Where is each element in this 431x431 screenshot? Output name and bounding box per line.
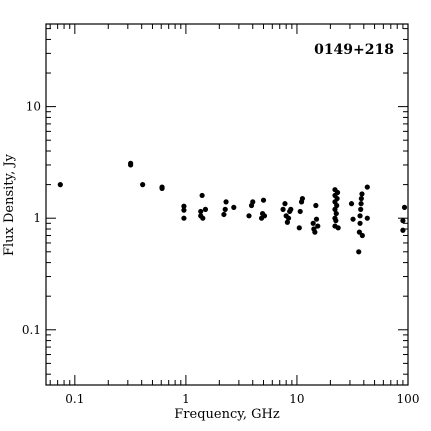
- data-point: [199, 192, 205, 199]
- data-point: [128, 160, 134, 166]
- data-point: [221, 211, 227, 218]
- data-point: [312, 229, 318, 235]
- data-point: [359, 191, 365, 197]
- x-tick-label: 1: [182, 392, 190, 406]
- data-point: [358, 195, 364, 202]
- data-point: [288, 206, 294, 212]
- x-tick-label: 100: [397, 392, 420, 406]
- data-point: [348, 201, 355, 207]
- data-point: [222, 206, 228, 212]
- chart-title: 0149+218: [314, 42, 394, 58]
- data-point: [198, 208, 204, 215]
- y-tick-label: 0.1: [22, 323, 41, 337]
- data-point: [282, 201, 288, 207]
- y-tick-label: 1: [33, 211, 41, 225]
- data-point: [401, 204, 408, 210]
- data-point: [364, 184, 370, 190]
- data-point: [400, 227, 406, 233]
- data-point: [335, 225, 341, 231]
- data-point: [140, 182, 146, 188]
- y-axis-title: Flux Density, Jy: [2, 153, 17, 256]
- data-point: [356, 229, 362, 235]
- data-point: [358, 206, 364, 212]
- data-point: [231, 204, 237, 210]
- axis-ticks: [46, 24, 409, 385]
- data-point: [332, 206, 338, 212]
- data-point: [364, 215, 370, 221]
- data-point: [299, 195, 306, 202]
- data-point: [261, 213, 268, 219]
- data-point: [334, 195, 340, 202]
- data-point: [359, 232, 365, 239]
- data-point: [356, 249, 362, 255]
- data-point: [202, 206, 209, 212]
- x-axis-title: Frequency, GHz: [174, 407, 280, 422]
- data-point: [357, 220, 363, 226]
- data-point: [357, 213, 363, 219]
- data-point: [400, 218, 406, 224]
- data-point: [313, 216, 320, 222]
- data-point: [333, 218, 339, 224]
- data-point: [310, 220, 316, 226]
- data-point: [285, 215, 292, 221]
- data-points: [57, 160, 408, 255]
- data-point: [260, 197, 267, 203]
- data-point: [223, 199, 229, 205]
- data-point: [284, 219, 290, 225]
- data-point: [246, 213, 252, 219]
- x-tick-label: 10: [289, 392, 304, 406]
- data-point: [57, 182, 63, 188]
- data-point: [315, 223, 321, 229]
- y-tick-label: 10: [26, 100, 41, 114]
- data-point: [159, 185, 165, 191]
- data-point: [250, 199, 256, 205]
- data-point: [334, 202, 340, 209]
- data-point: [181, 203, 187, 209]
- tick-labels: 0.1 1 10 100 0.1 1 10: [22, 100, 420, 406]
- data-point: [297, 208, 303, 215]
- data-point: [333, 210, 339, 217]
- data-point: [181, 215, 187, 221]
- data-point: [181, 207, 187, 213]
- data-point: [200, 215, 206, 221]
- data-point: [280, 206, 286, 212]
- data-point: [358, 201, 364, 207]
- data-point: [350, 216, 356, 222]
- data-point: [313, 202, 319, 209]
- plot-frame: [45, 23, 409, 386]
- x-tick-label: 0.1: [65, 392, 84, 406]
- data-point: [334, 189, 341, 196]
- data-point: [296, 225, 302, 231]
